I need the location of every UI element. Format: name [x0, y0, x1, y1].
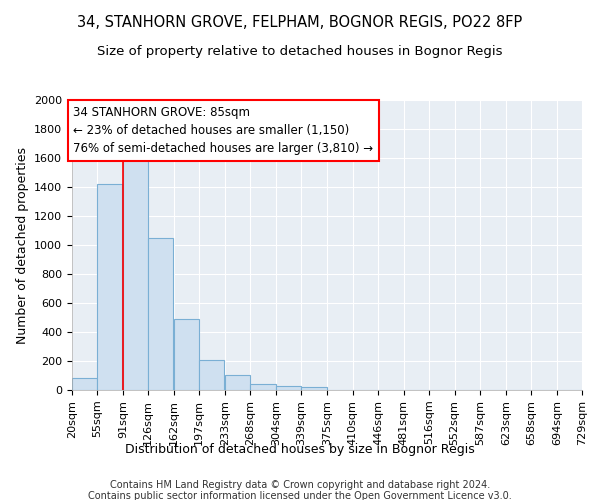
Bar: [97, 184, 122, 390]
Bar: [250, 384, 275, 390]
Text: 34, STANHORN GROVE, FELPHAM, BOGNOR REGIS, PO22 8FP: 34, STANHORN GROVE, FELPHAM, BOGNOR REGI…: [77, 15, 523, 30]
Text: Distribution of detached houses by size in Bognor Regis: Distribution of detached houses by size …: [125, 442, 475, 456]
Bar: [123, 158, 148, 390]
Bar: [148, 238, 173, 390]
Bar: [276, 386, 301, 390]
Bar: [301, 387, 326, 390]
Text: 34 STANHORN GROVE: 85sqm
← 23% of detached houses are smaller (1,150)
76% of sem: 34 STANHORN GROVE: 85sqm ← 23% of detach…: [73, 106, 374, 155]
Text: Contains HM Land Registry data © Crown copyright and database right 2024.: Contains HM Land Registry data © Crown c…: [110, 480, 490, 490]
Bar: [72, 378, 97, 390]
Bar: [174, 319, 199, 390]
Y-axis label: Number of detached properties: Number of detached properties: [16, 146, 29, 344]
Bar: [199, 360, 224, 390]
Bar: [225, 375, 250, 390]
Text: Size of property relative to detached houses in Bognor Regis: Size of property relative to detached ho…: [97, 45, 503, 58]
Text: Contains public sector information licensed under the Open Government Licence v3: Contains public sector information licen…: [88, 491, 512, 500]
